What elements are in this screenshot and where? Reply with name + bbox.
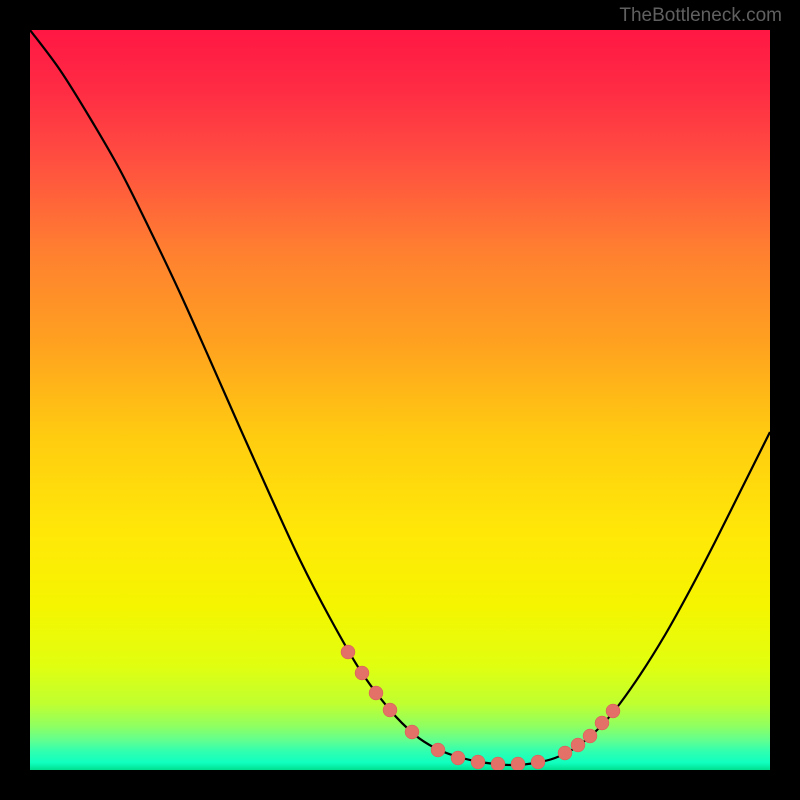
- data-marker: [341, 645, 355, 659]
- data-marker: [583, 729, 597, 743]
- watermark-text: TheBottleneck.com: [619, 5, 782, 27]
- data-marker: [511, 757, 525, 770]
- data-marker: [355, 666, 369, 680]
- bottleneck-curve: [30, 30, 770, 765]
- data-marker: [606, 704, 620, 718]
- data-marker: [383, 703, 397, 717]
- data-markers: [341, 645, 620, 770]
- data-marker: [431, 743, 445, 757]
- chart-container: [30, 30, 770, 770]
- data-marker: [558, 746, 572, 760]
- data-marker: [451, 751, 465, 765]
- data-marker: [471, 755, 485, 769]
- data-marker: [491, 757, 505, 770]
- data-marker: [405, 725, 419, 739]
- chart-svg: [30, 30, 770, 770]
- data-marker: [595, 716, 609, 730]
- data-marker: [531, 755, 545, 769]
- data-marker: [369, 686, 383, 700]
- data-marker: [571, 738, 585, 752]
